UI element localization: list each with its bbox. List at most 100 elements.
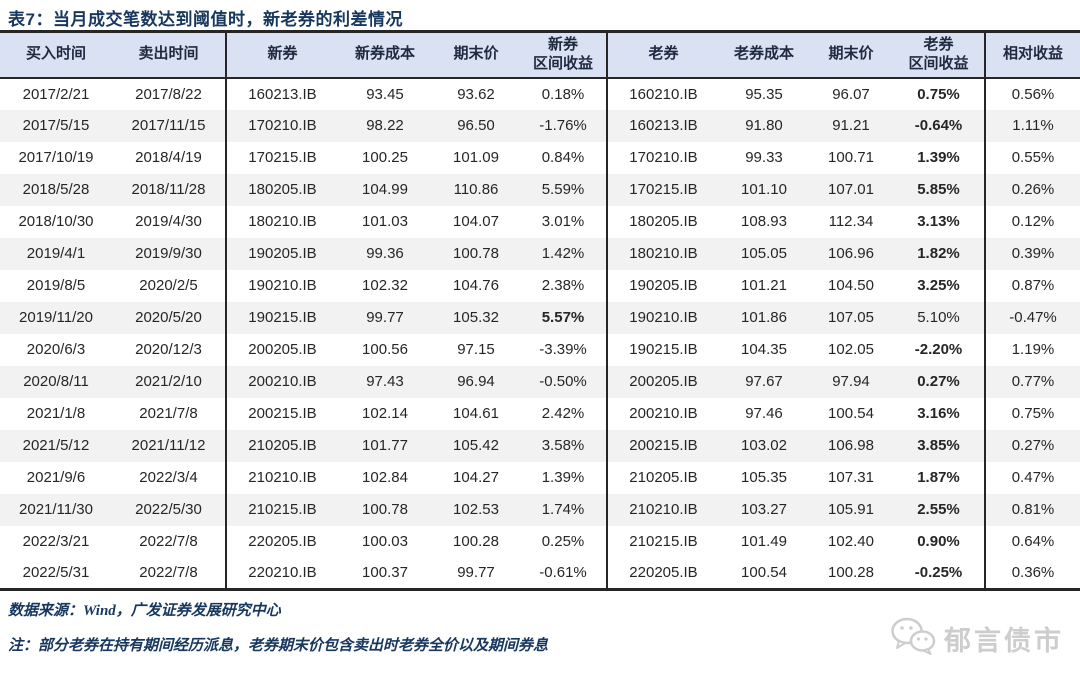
table-cell-new_ret: -1.76% [539,117,587,134]
table-cell-sell: 2022/7/8 [139,564,198,582]
table-cell-new_ret: 5.57% [541,309,585,326]
table-cell-old_bond: 180205.IB [606,205,719,238]
table-cell-rel: 0.12% [984,205,1080,238]
table-cell-new_end: 104.61 [453,405,499,422]
table-cell-new_end: 96.94 [457,373,495,390]
table-cell-new_cost: 97.43 [366,373,404,390]
table-cell-new_ret: 2.42% [541,405,585,422]
table-cell-new_cost: 104.99 [362,181,408,198]
table-cell-buy: 2017/10/19 [18,149,94,166]
table-cell-new_bond: 160213.IB [225,77,338,110]
table-cell-new_end: 105.42 [453,437,499,454]
table-cell-new_cost: 102.14 [362,405,408,422]
table-cell-new_bond: 200215.IB [225,397,338,430]
table-cell-old_end: 96.07 [832,85,870,103]
table-cell-old_bond: 210205.IB [606,461,719,494]
table-body: 2017/2/21 2017/8/22 160213.IB 93.45 93.62 0.1… [0,77,1080,590]
table-cell-sell: 2017/11/15 [131,117,206,134]
table-cell-old_cost: 97.67 [745,373,783,390]
table-row: 2021/9/6 2022/3/4 210210.IB 102.84 104.27 1.3… [0,461,1080,494]
table-cell-new_cost: 101.77 [362,437,408,454]
table-cell-rel: 1.19% [984,333,1080,366]
table-cell-old_end: 102.40 [828,533,874,550]
table-cell-sell: 2017/8/22 [135,85,202,103]
table-cell-new_ret: 3.01% [541,213,585,230]
table-cell-new_bond: 210205.IB [225,429,338,462]
table-cell-old_ret: 1.39% [917,149,960,166]
table-cell-new_cost: 100.25 [362,149,408,166]
table-cell-sell: 2018/11/28 [131,181,206,198]
table-cell-rel: 0.47% [984,461,1080,494]
table-cell-new_cost: 102.84 [362,469,408,486]
table-cell-old_end: 107.01 [828,181,874,198]
column-header: 相对收益 [984,31,1080,79]
table-cell-old_cost: 104.35 [741,341,787,358]
column-header: 期末价 [432,31,520,79]
table-cell-buy: 2021/5/12 [22,437,90,454]
table-cell-buy: 2021/9/6 [26,469,86,486]
table-cell-new_bond: 180205.IB [225,173,338,206]
table-cell-old_end: 97.94 [832,373,870,390]
table-cell-new_end: 104.27 [453,469,499,486]
table-cell-new_end: 96.50 [457,117,495,134]
table-cell-new_cost: 100.56 [362,341,408,358]
table-cell-old_cost: 103.02 [741,437,787,454]
table-cell-new_cost: 100.78 [362,501,408,518]
table-row: 2019/8/5 2020/2/5 190210.IB 102.32 104.76 2.3… [0,269,1080,302]
table-row: 2022/3/21 2022/7/8 220205.IB 100.03 100.28 0.… [0,525,1080,558]
table-cell-old_cost: 101.10 [741,181,787,198]
table-cell-new_bond: 200205.IB [225,333,338,366]
table-cell-new_bond: 170210.IB [225,109,338,142]
table-cell-old_ret: 0.90% [917,533,960,550]
table-cell-new_bond: 220210.IB [225,557,338,590]
table-cell-new_ret: 1.42% [541,245,585,262]
table-cell-old_cost: 101.21 [741,277,787,294]
table-cell-old_end: 107.05 [828,309,874,326]
table-cell-old_bond: 170210.IB [606,141,719,174]
table-cell-rel: 0.64% [984,525,1080,558]
table-cell-new_cost: 99.36 [366,245,404,262]
table-cell-new_cost: 100.37 [362,564,408,582]
table-cell-new_ret: 5.59% [541,181,585,198]
table-cell-sell: 2021/2/10 [135,373,202,390]
table-cell-old_cost: 91.80 [745,117,783,134]
table-cell-old_ret: 1.87% [917,469,960,486]
page-title: 表7：当月成交笔数达到阈值时，新老券的利差情况 [8,10,403,29]
table-row: 2021/11/30 2022/5/30 210215.IB 100.78 102.53… [0,493,1080,526]
table-cell-old_bond: 200205.IB [606,365,719,398]
table-cell-new_ret: 3.58% [541,437,585,454]
table-cell-new_bond: 180210.IB [225,205,338,238]
table-cell-new_ret: 1.39% [541,469,585,486]
table-cell-rel: 0.55% [984,141,1080,174]
table-cell-new_ret: -0.61% [539,564,587,582]
table-row: 2020/6/3 2020/12/3 200205.IB 100.56 97.15 -3.… [0,333,1080,366]
table-cell-old_end: 102.05 [828,341,874,358]
table-cell-new_ret: 2.38% [541,277,585,294]
table-cell-old_bond: 210210.IB [606,493,719,526]
table-cell-buy: 2022/3/21 [22,533,90,550]
table-cell-old_cost: 97.46 [745,405,783,422]
table-cell-new_bond: 190205.IB [225,237,338,270]
table-cell-new_end: 99.77 [457,564,495,582]
table-cell-old_ret: 3.16% [917,405,960,422]
table-cell-old_cost: 108.93 [741,213,787,230]
table-header: 买入时间 卖出时间 新券 新券成本 期末价 新券 区间收益 老券 老券成本 期末价 老券 区间收益 相对… [0,31,1080,79]
table-cell-new_cost: 100.03 [362,533,408,550]
table-cell-old_end: 104.50 [828,277,874,294]
table-cell-old_cost: 99.33 [745,149,783,166]
table-row: 2020/8/11 2021/2/10 200210.IB 97.43 96.94 -0.… [0,365,1080,398]
table-cell-rel: 0.81% [984,493,1080,526]
watermark-label: 郁言债市 [944,626,1064,656]
table-cell-new_end: 102.53 [453,501,499,518]
column-header: 卖出时间 [112,31,226,79]
column-header: 老券成本 [719,31,809,79]
table-cell-new_cost: 93.45 [366,85,404,103]
table-cell-buy: 2020/6/3 [26,341,86,358]
table-cell-old_ret: -0.64% [914,117,963,134]
table-cell-buy: 2017/2/21 [22,85,90,103]
table-cell-new_end: 100.78 [453,245,499,262]
table-cell-new_bond: 220205.IB [225,525,338,558]
column-header: 新券 区间收益 [520,31,607,79]
table-cell-new_bond: 190210.IB [225,269,338,302]
